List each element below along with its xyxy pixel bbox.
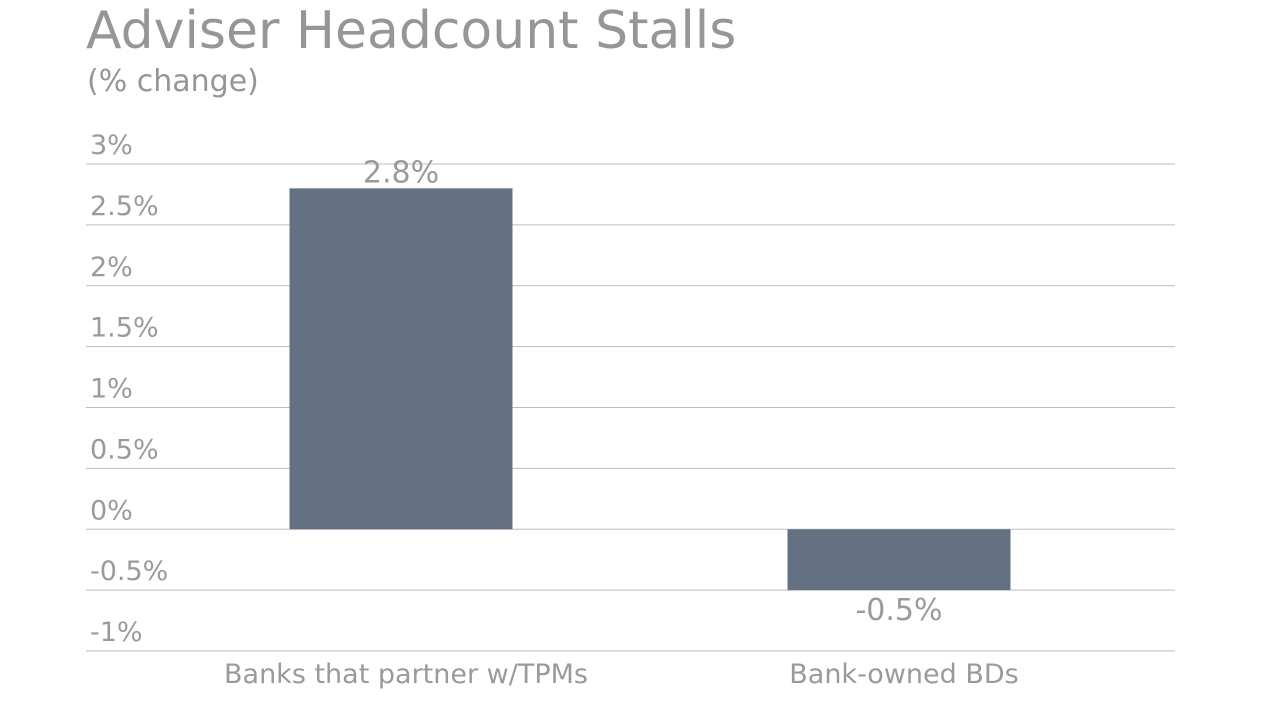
y-tick-label: 3% <box>90 130 133 161</box>
y-tick-label: 1.5% <box>90 313 159 344</box>
data-label: -0.5% <box>855 593 942 628</box>
y-tick-label: 0% <box>90 495 133 526</box>
chart-title: Adviser Headcount Stalls <box>86 1 737 61</box>
x-category-label: Banks that partner w/TPMs <box>224 659 588 690</box>
y-tick-label: 2.5% <box>90 191 159 222</box>
chart-subtitle: (% change) <box>87 64 259 99</box>
y-tick-label: -0.5% <box>90 556 168 587</box>
y-tick-label: -1% <box>90 617 143 648</box>
y-tick-label: 2% <box>90 252 133 283</box>
data-label: 2.8% <box>363 155 439 190</box>
bar <box>289 188 513 530</box>
y-tick-label: 1% <box>90 374 133 405</box>
x-category-label: Bank-owned BDs <box>789 659 1019 690</box>
y-tick-label: 0.5% <box>90 434 159 465</box>
bar <box>787 529 1011 591</box>
